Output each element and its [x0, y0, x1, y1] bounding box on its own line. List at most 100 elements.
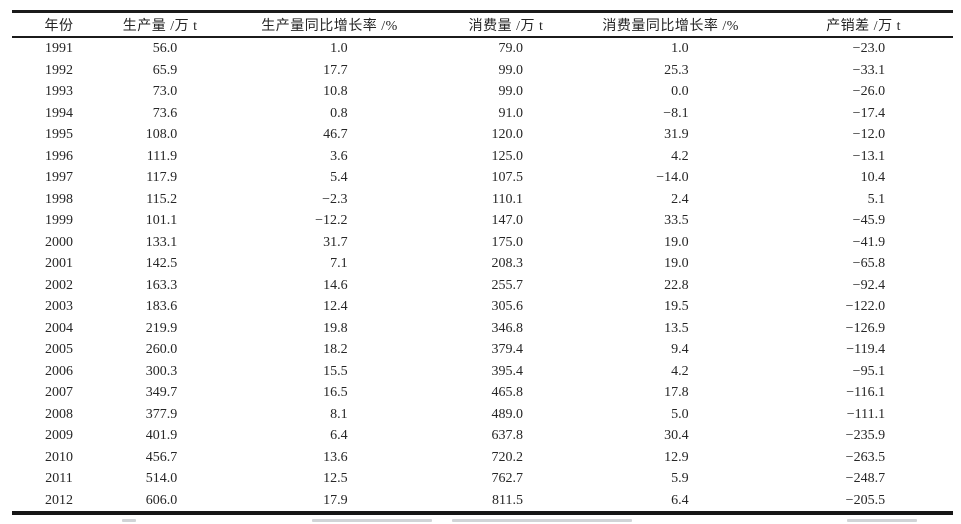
cell-value: 91.0: [498, 105, 523, 121]
cell-value: 208.3: [491, 256, 523, 271]
cell-value: 2.4: [671, 191, 689, 207]
table-row: 2012 606.0 17.9 811.5 6.4 −205.5: [12, 490, 953, 514]
value-cell: 73.0: [106, 81, 214, 103]
value-cell: 107.5: [445, 167, 567, 189]
cell-value: 33.5: [664, 213, 689, 228]
value-cell: −33.1: [774, 60, 953, 82]
value-cell: −126.9: [774, 318, 953, 340]
value-cell: 606.0: [106, 490, 214, 514]
value-cell: 401.9: [106, 425, 214, 447]
table-header: 年份 生产量 /万 t 生产量同比增长率 /% 消费量 /万 t 消费量同比增长率 /%…: [12, 12, 953, 37]
value-cell: 30.4: [567, 425, 774, 447]
column-header: 生产量 /万 t: [122, 18, 198, 34]
year-cell: 1992: [45, 62, 74, 78]
value-cell: 0.0: [567, 81, 774, 103]
value-cell: −205.5: [774, 490, 953, 514]
cell-value: 16.5: [323, 385, 348, 400]
year-cell: 2001: [45, 256, 74, 271]
cell-value: 3.6: [330, 148, 348, 164]
value-cell: 1.0: [214, 37, 445, 60]
cell-value: −41.9: [852, 234, 886, 250]
cell-value: −12.2: [315, 213, 348, 228]
table-row: 1999 101.1 −12.2 147.0 33.5 −45.9: [12, 210, 953, 232]
value-cell: 13.5: [567, 318, 774, 340]
value-cell: 3.6: [214, 146, 445, 168]
value-cell: 377.9: [106, 404, 214, 426]
cell-value: 5.4: [330, 170, 348, 185]
cell-value: −26.0: [852, 84, 886, 99]
table-row: 2008 377.9 8.1 489.0 5.0 −111.1: [12, 404, 953, 426]
value-cell: 208.3: [445, 253, 567, 275]
year-cell: 1991: [45, 41, 74, 56]
cell-value: 606.0: [145, 492, 178, 508]
table-row: 2004 219.9 19.8 346.8 13.5 −126.9: [12, 318, 953, 340]
cell-value: 19.0: [664, 234, 689, 250]
table-row: 1998 115.2 −2.3 110.1 2.4 5.1: [12, 189, 953, 211]
cell-value: 115.2: [146, 191, 178, 207]
caption-fragment: [452, 519, 632, 522]
value-cell: 4.2: [567, 146, 774, 168]
value-cell: −12.2: [214, 210, 445, 232]
cell-value: 401.9: [145, 428, 178, 443]
value-cell: 17.8: [567, 382, 774, 404]
value-cell: 183.6: [106, 296, 214, 318]
data-table: 年份 生产量 /万 t 生产量同比增长率 /% 消费量 /万 t 消费量同比增长率 /%…: [12, 10, 953, 515]
cell-value: 99.0: [498, 62, 523, 78]
value-cell: 6.4: [214, 425, 445, 447]
value-cell: −8.1: [567, 103, 774, 125]
cell-value: 56.0: [152, 41, 178, 56]
cell-value: 30.4: [664, 428, 689, 443]
year-cell: 2007: [45, 385, 74, 400]
value-cell: 811.5: [445, 490, 567, 514]
year-cell: 2005: [45, 342, 74, 357]
year-cell: 2009: [45, 428, 74, 443]
value-cell: 300.3: [106, 361, 214, 383]
value-cell: 349.7: [106, 382, 214, 404]
value-cell: 465.8: [445, 382, 567, 404]
value-cell: 10.4: [774, 167, 953, 189]
value-cell: −13.1: [774, 146, 953, 168]
cell-value: −45.9: [852, 213, 886, 228]
cell-value: 101.1: [145, 213, 178, 228]
cell-value: 10.4: [860, 170, 886, 185]
cell-value: 10.8: [323, 84, 348, 99]
cell-value: 125.0: [491, 148, 523, 164]
cell-value: 4.2: [671, 148, 689, 164]
cell-value: 349.7: [145, 385, 178, 400]
year-cell: 2006: [45, 363, 74, 379]
cell-value: 260.0: [145, 342, 178, 357]
value-cell: −14.0: [567, 167, 774, 189]
value-cell: 379.4: [445, 339, 567, 361]
cell-value: −23.0: [852, 41, 886, 56]
cell-value: 19.5: [664, 299, 689, 314]
table-row: 2000 133.1 31.7 175.0 19.0 −41.9: [12, 232, 953, 254]
year-cell: 1993: [45, 84, 74, 99]
table-row: 2005 260.0 18.2 379.4 9.4 −119.4: [12, 339, 953, 361]
value-cell: 91.0: [445, 103, 567, 125]
value-cell: 133.1: [106, 232, 214, 254]
cell-value: 1.0: [671, 41, 689, 56]
cell-value: −248.7: [845, 471, 886, 486]
column-header: 生产量同比增长率 /%: [261, 18, 398, 34]
value-cell: 163.3: [106, 275, 214, 297]
cell-value: 219.9: [145, 320, 178, 336]
year-cell: 2010: [45, 449, 74, 465]
value-cell: 4.2: [567, 361, 774, 383]
value-cell: 142.5: [106, 253, 214, 275]
cell-value: 31.7: [323, 234, 348, 250]
cell-value: −92.4: [852, 277, 886, 293]
cell-value: −235.9: [845, 428, 886, 443]
cell-value: 811.5: [492, 492, 523, 508]
table-row: 2001 142.5 7.1 208.3 19.0 −65.8: [12, 253, 953, 275]
cell-value: 110.1: [492, 191, 523, 207]
column-header: 消费量同比增长率 /%: [602, 18, 739, 34]
value-cell: 15.5: [214, 361, 445, 383]
value-cell: 33.5: [567, 210, 774, 232]
table-row: 2009 401.9 6.4 637.8 30.4 −235.9: [12, 425, 953, 447]
value-cell: 99.0: [445, 81, 567, 103]
cell-value: −13.1: [852, 148, 886, 164]
value-cell: 13.6: [214, 447, 445, 469]
cell-value: −263.5: [845, 449, 886, 465]
cell-value: −126.9: [845, 320, 886, 336]
